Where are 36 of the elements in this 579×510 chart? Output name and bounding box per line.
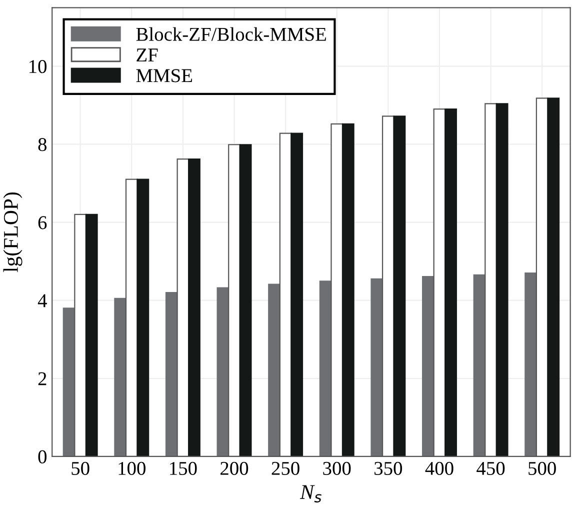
bar — [342, 123, 354, 456]
x-tick-label: 500 — [528, 462, 556, 475]
legend-label: MMSE — [136, 69, 192, 82]
y-tick-label: 4 — [38, 294, 47, 308]
bar — [136, 178, 150, 456]
legend-label: Block-ZF/Block-MMSE — [136, 27, 326, 41]
bar — [268, 284, 280, 456]
y-tick-label: 6 — [38, 216, 47, 230]
bar — [393, 116, 406, 456]
bar — [114, 298, 127, 456]
x-tick-label: 300 — [323, 462, 351, 475]
x-tick-label: 200 — [220, 462, 248, 475]
bar — [188, 158, 200, 456]
bar — [422, 276, 434, 456]
bar — [85, 214, 98, 456]
y-tick-label: 10 — [30, 60, 47, 74]
x-tick-label: 350 — [374, 462, 402, 475]
bar — [290, 132, 304, 456]
legend-label: ZF — [136, 48, 158, 62]
bar — [547, 98, 560, 456]
x-tick-label: 250 — [272, 462, 300, 475]
y-axis-title: lg(FLOP) — [3, 192, 22, 272]
y-tick-label: 8 — [38, 138, 47, 152]
x-axis-title: N$_{s}$ — [300, 485, 322, 502]
y-tick-label: 2 — [38, 372, 46, 386]
bar — [496, 103, 508, 456]
x-tick-label: 50 — [72, 462, 90, 475]
x-tick-label: 150 — [170, 462, 197, 475]
bar — [444, 108, 457, 456]
x-tick-label: 400 — [425, 462, 454, 475]
bar — [370, 278, 384, 456]
bar — [239, 144, 252, 456]
y-tick-label: 0 — [38, 450, 47, 464]
x-tick-label: 100 — [118, 462, 146, 475]
bar — [524, 272, 538, 456]
x-tick-label: 450 — [476, 462, 505, 475]
